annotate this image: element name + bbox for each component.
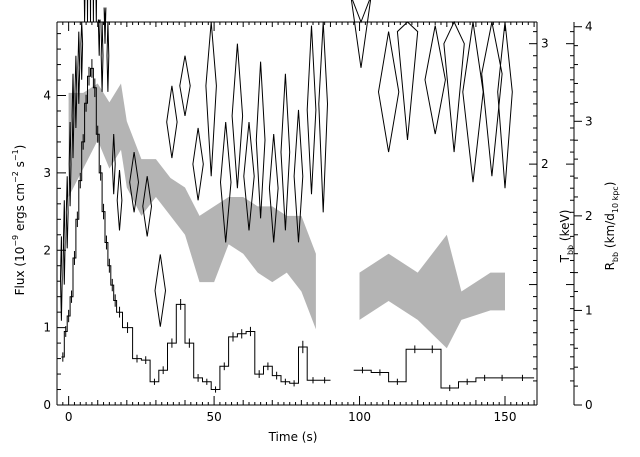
temperature-diamond xyxy=(424,25,446,135)
temperature-diamond xyxy=(443,20,465,153)
temperature-diamond xyxy=(497,21,513,189)
radius-tick-label: 3 xyxy=(585,114,593,128)
temperature-diamond xyxy=(92,0,95,23)
temperature-diamond-layer xyxy=(59,0,513,327)
temperature-diamond xyxy=(106,21,110,92)
temperature-diamond xyxy=(86,0,89,23)
temperature-diamond xyxy=(231,43,244,189)
temperature-diamond xyxy=(95,0,98,23)
flux-histogram-layer xyxy=(61,59,535,393)
radius-band xyxy=(359,234,505,349)
temperature-diamond xyxy=(154,254,167,327)
temperature-diamond xyxy=(318,21,329,213)
temperature-diamond xyxy=(481,21,503,177)
temperature-diamond xyxy=(97,19,101,56)
temperature-diamond xyxy=(268,133,279,243)
radius-band xyxy=(68,83,316,330)
radius-tick-label: 1 xyxy=(585,303,593,317)
temperature-diamond xyxy=(103,7,107,44)
temperature-diamond xyxy=(71,73,75,159)
temperature-diamond xyxy=(179,55,191,116)
temperature-diamond xyxy=(350,0,372,68)
temperature-diamond xyxy=(59,236,63,321)
flux-tick-label: 4 xyxy=(43,89,51,103)
temperature-diamond xyxy=(142,176,153,237)
temperature-diamond xyxy=(396,21,419,141)
radius-axis-label: Rbb (km/d10 kpc) xyxy=(603,182,620,271)
temperature-diamond xyxy=(89,0,92,23)
radius-tick-label: 4 xyxy=(585,20,593,34)
temperature-diamond xyxy=(65,176,69,249)
temperature-diamond xyxy=(255,61,266,219)
left-axis-label: Flux (10−9 ergs cm−2 s−1) xyxy=(11,145,27,296)
x-tick-label: 50 xyxy=(206,410,221,424)
flux-tick-label: 0 xyxy=(43,398,51,412)
flux-tick-label: 1 xyxy=(43,321,51,335)
temperature-diamond xyxy=(293,109,304,243)
temperature-diamond xyxy=(166,85,178,159)
temperature-tick-label: 3 xyxy=(541,37,549,51)
temperature-diamond xyxy=(111,133,116,195)
temperature-tick-label: 2 xyxy=(541,157,549,171)
temperature-diamond xyxy=(377,31,400,153)
temperature-diamond xyxy=(462,21,484,183)
flux-tick-label: 2 xyxy=(43,243,51,257)
radius-tick-label: 0 xyxy=(585,398,593,412)
x-tick-label: 0 xyxy=(65,410,73,424)
radius-tick-label: 2 xyxy=(585,209,593,223)
temperature-diamond xyxy=(62,200,66,285)
temperature-axis-label: Tbb (keV) xyxy=(558,210,575,264)
temperature-diamond xyxy=(243,121,255,231)
radius-band-layer xyxy=(68,83,505,349)
temperature-diamond xyxy=(280,73,291,231)
temperature-diamond xyxy=(100,21,104,92)
temperature-diamond xyxy=(192,127,204,201)
temperature-diamond xyxy=(205,21,217,177)
flux-tick-label: 3 xyxy=(43,166,51,180)
temperature-diamond xyxy=(68,121,72,207)
flux-histogram-line xyxy=(61,67,535,390)
temperature-diamond xyxy=(116,170,123,231)
x-axis-label: Time (s) xyxy=(268,430,318,444)
x-tick-label: 100 xyxy=(348,410,371,424)
temperature-diamond xyxy=(77,31,81,104)
temperature-diamond xyxy=(80,21,84,80)
temperature-diamond xyxy=(129,152,140,213)
axes-layer: 0 50 100 150 0 1 2 3 4 2 3 0 1 2 3 4 xyxy=(43,20,592,424)
temperature-diamond xyxy=(219,121,232,243)
temperature-diamond xyxy=(306,25,317,195)
temperature-diamond xyxy=(83,0,86,23)
temperature-diamond xyxy=(74,55,78,129)
x-tick-label: 150 xyxy=(494,410,517,424)
